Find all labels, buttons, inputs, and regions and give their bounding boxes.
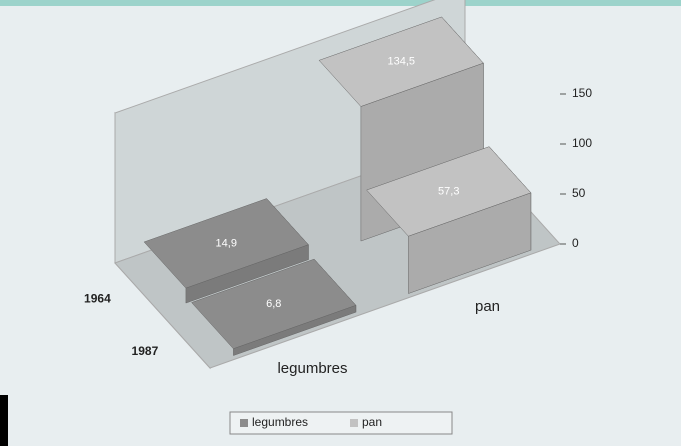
- depth-label: 1987: [132, 344, 159, 358]
- corner-block: [0, 395, 8, 446]
- value-label: 6,8: [266, 298, 281, 310]
- y-tick-label: 50: [572, 186, 586, 200]
- y-tick-label: 100: [572, 136, 592, 150]
- legend-swatch: [240, 419, 248, 427]
- legend-label: pan: [362, 415, 382, 429]
- x-tick-label: legumbres: [277, 360, 347, 377]
- bar-front: [408, 192, 532, 294]
- legend-label: legumbres: [252, 415, 308, 429]
- legend-swatch: [350, 419, 358, 427]
- plot: 0 50 100 150 14,9 134,5 6,8 57,3 legumbres pan 196…: [84, 0, 592, 377]
- bar: [366, 146, 532, 294]
- value-label: 57,3: [438, 185, 459, 197]
- bar-front: [233, 304, 357, 356]
- y-tick-label: 150: [572, 86, 592, 100]
- x-tick-label: pan: [475, 298, 500, 315]
- y-tick-label: 0: [572, 236, 579, 250]
- bar: [191, 258, 357, 356]
- legend-box: [229, 411, 453, 435]
- top-strip: [0, 0, 681, 6]
- value-label: 134,5: [387, 56, 415, 68]
- bar: [143, 197, 309, 304]
- bar-front: [185, 244, 309, 304]
- value-label: 14,9: [216, 237, 237, 249]
- depth-label: 1964: [84, 291, 111, 305]
